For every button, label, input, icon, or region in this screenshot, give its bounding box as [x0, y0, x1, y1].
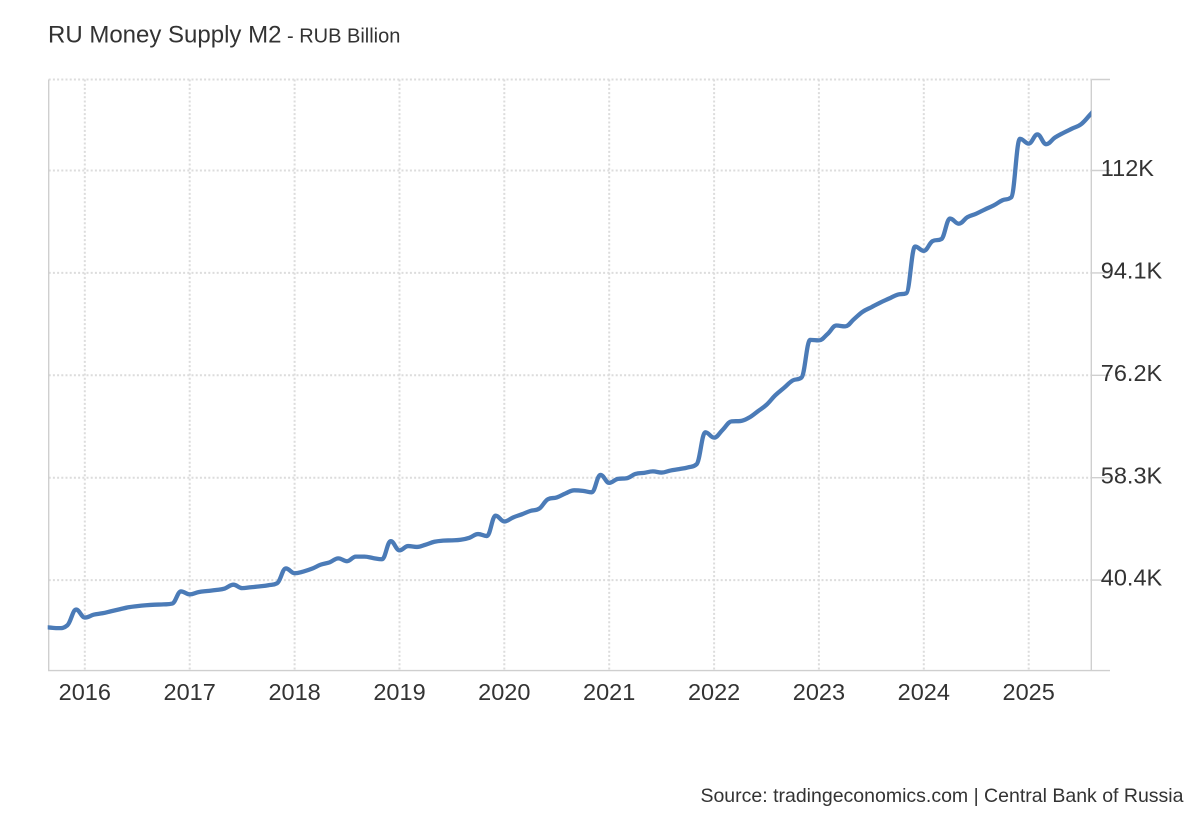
svg-text:112K: 112K [1101, 155, 1154, 181]
svg-text:RU Money Supply M2 - RUB Billi: RU Money Supply M2 - RUB Billion [48, 22, 400, 49]
svg-text:94.1K: 94.1K [1101, 258, 1163, 284]
svg-text:2019: 2019 [373, 679, 425, 705]
svg-text:Source: tradingeconomics.com |: Source: tradingeconomics.com | Central B… [700, 785, 1183, 807]
svg-text:40.4K: 40.4K [1101, 565, 1163, 591]
svg-text:2016: 2016 [59, 679, 111, 705]
svg-text:2023: 2023 [793, 679, 845, 705]
svg-text:76.2K: 76.2K [1101, 360, 1163, 386]
svg-text:2018: 2018 [268, 679, 320, 705]
svg-text:58.3K: 58.3K [1101, 462, 1163, 488]
svg-text:2020: 2020 [478, 679, 530, 705]
svg-text:2017: 2017 [164, 679, 216, 705]
svg-text:2022: 2022 [688, 679, 740, 705]
svg-text:2025: 2025 [1003, 679, 1055, 705]
svg-text:2024: 2024 [898, 679, 950, 705]
svg-text:2021: 2021 [583, 679, 635, 705]
